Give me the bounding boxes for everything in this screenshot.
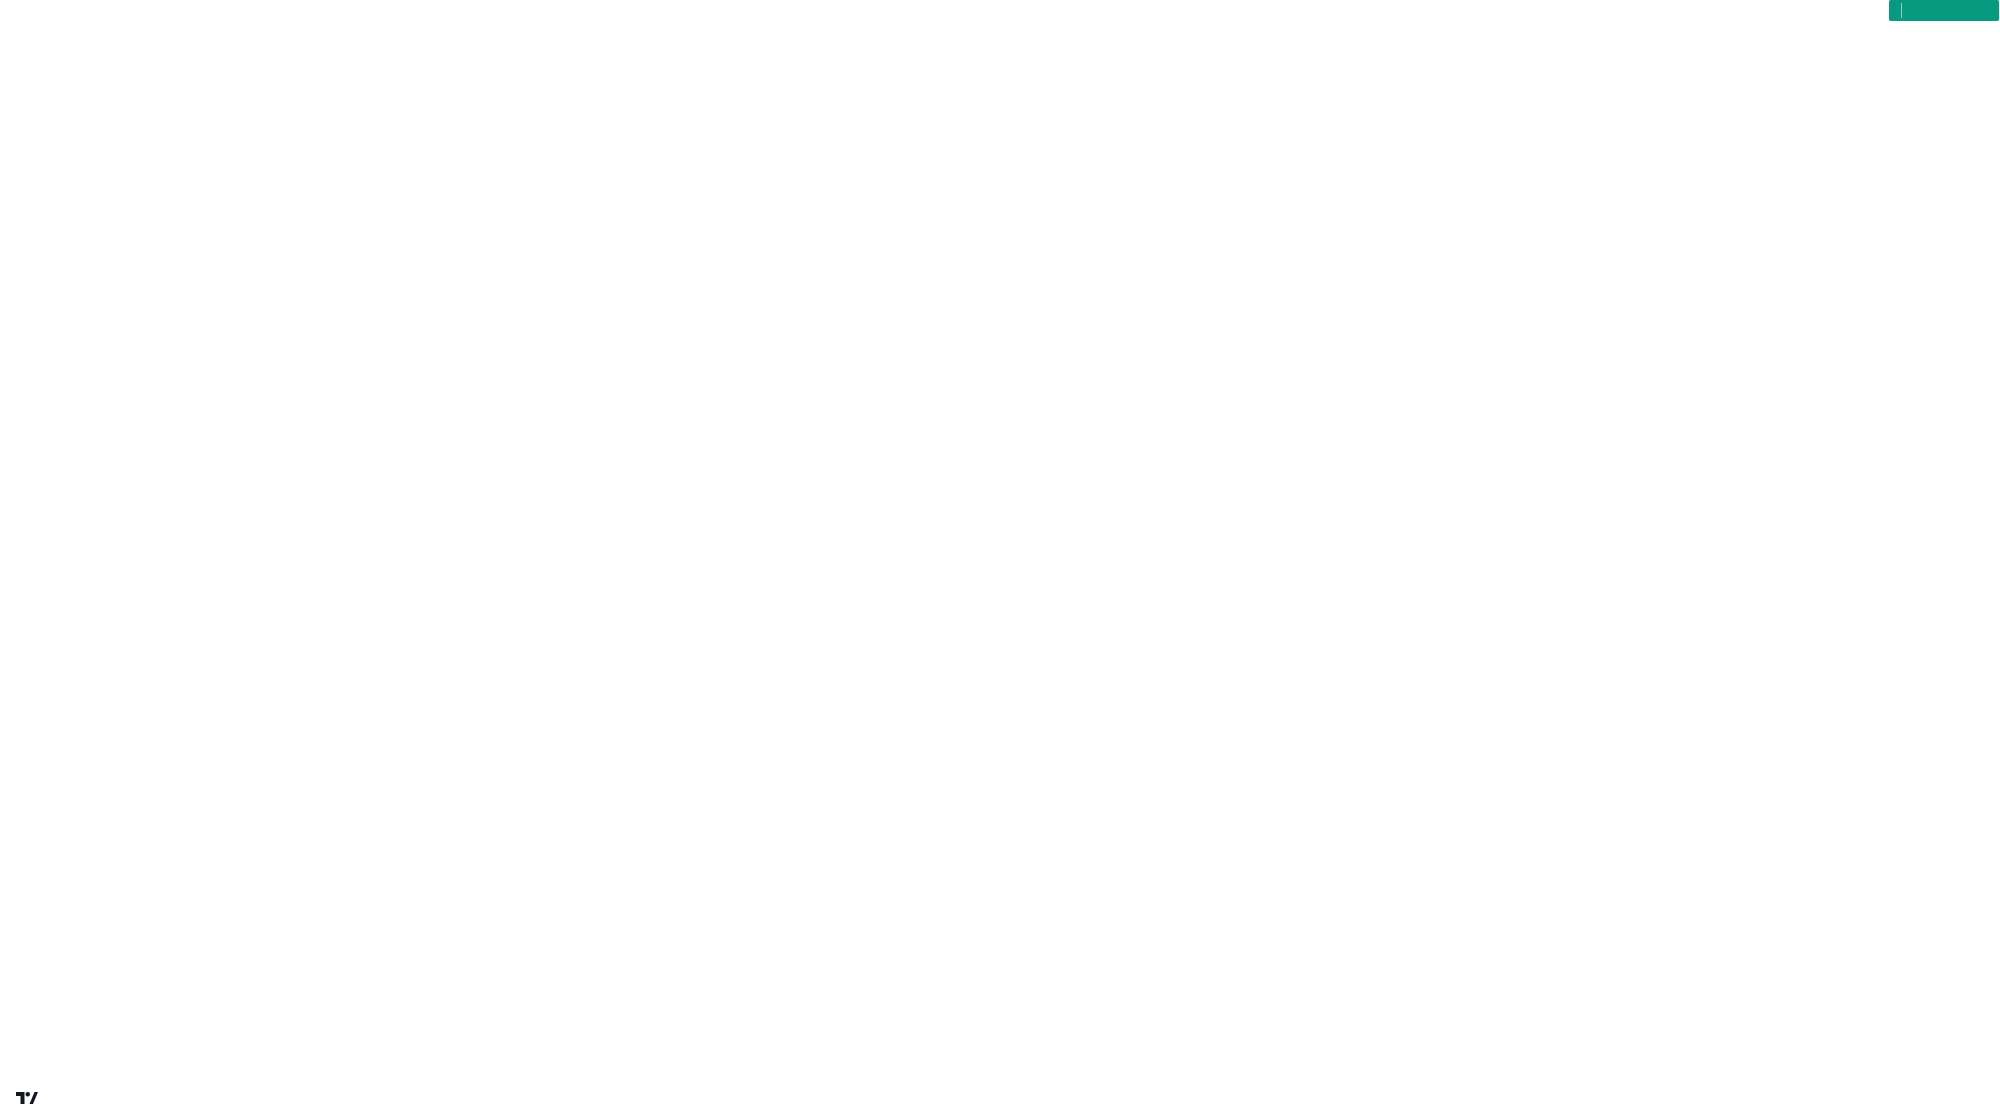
bar-close-countdown (1941, 0, 1998, 17)
symbol-legend-row[interactable] (14, 27, 53, 42)
main-legend (14, 27, 53, 95)
tradingview-attribution[interactable] (16, 1090, 45, 1106)
ema30-legend-row[interactable] (14, 61, 53, 76)
volume-legend-row[interactable] (14, 44, 53, 59)
ema200-legend-row[interactable] (14, 78, 53, 93)
price-tag-divider (1901, 3, 1902, 18)
tradingview-logo-icon (16, 1092, 38, 1104)
